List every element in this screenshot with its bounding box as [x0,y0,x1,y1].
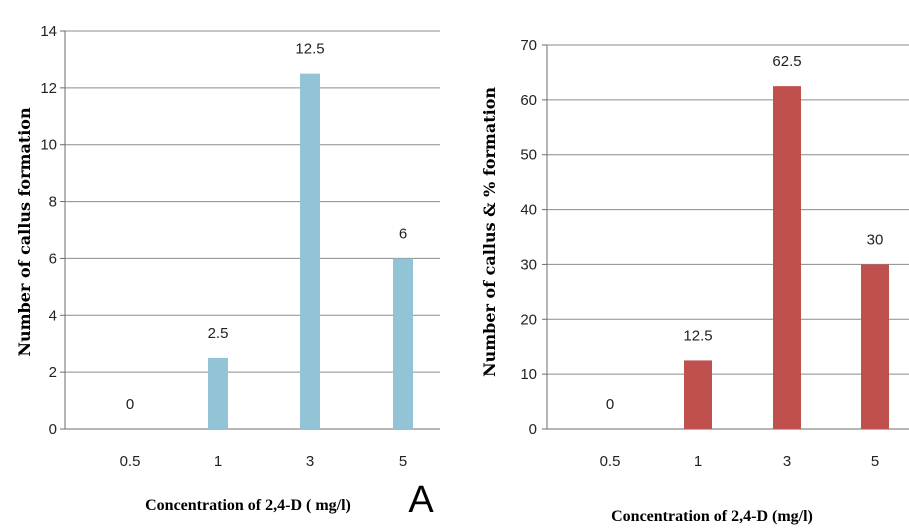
chart-b-data-label: 30 [867,231,884,248]
chart-a-panel-letter: A [408,479,434,521]
chart-b-data-label: 0 [606,396,614,413]
chart-b-y-tick-label: 40 [520,202,537,219]
chart-a-y-axis-label: Number of callus formation [15,107,34,357]
chart-a-data-label: 0 [126,396,134,413]
chart-a-bar [393,258,413,429]
chart-b-panel-letter: B [907,487,909,529]
chart-a-x-tick-label: 0.5 [120,453,141,470]
chart-b-x-tick-label: 0.5 [600,453,621,470]
chart-b-x-tick-label: 5 [871,453,879,470]
chart-a-y-tick-label: 0 [49,421,57,438]
chart-a-y-tick-label: 12 [40,80,57,97]
chart-b-x-axis-label: Concentration of 2,4-D (mg/l) [611,508,813,525]
chart-a-plot: 0 2 4 6 8 10 12 14 0 0.5 2.5 1 12.5 3 6 5 [40,23,440,470]
chart-a-bar [300,73,320,430]
chart-a-data-label: 12.5 [295,41,324,58]
chart-a-bar [208,357,228,429]
chart-a-data-label: 2.5 [208,325,229,342]
chart-b-y-tick-label: 70 [520,37,537,54]
chart-b-x-tick-label: 3 [783,453,791,470]
chart-a-x-tick-label: 3 [306,453,314,470]
chart-b-data-label: 62.5 [772,53,801,70]
chart-b-bar [773,86,801,430]
chart-a-y-tick-label: 2 [49,364,57,381]
chart-a-x-axis-label: Concentration of 2,4-D ( mg/l) [145,497,351,514]
chart-a-y-tick-label: 6 [49,250,57,267]
chart-b-data-label: 12.5 [683,327,712,344]
chart-b-bar [684,360,712,429]
chart-b-y-tick-label: 60 [520,92,537,109]
chart-b-y-tick-label: 50 [520,147,537,164]
chart-a-y-tick-label: 14 [40,23,57,40]
chart-b-y-tick-label: 20 [520,311,537,328]
chart-b-y-tick-label: 30 [520,256,537,273]
chart-a-y-tick-label: 8 [49,194,57,211]
chart-b-y-tick-label: 0 [529,421,537,438]
chart-b-bar [861,264,889,429]
chart-a-data-label: 6 [399,225,407,242]
chart-a-x-tick-label: 5 [399,453,407,470]
chart-a-x-tick-label: 1 [214,453,222,470]
chart-b-x-tick-label: 1 [694,453,702,470]
chart-b-y-axis-label: Number of callus & % formation [480,87,499,377]
chart-b-y-tick-label: 10 [520,366,537,383]
chart-a-y-tick-label: 10 [40,137,57,154]
chart-a-y-tick-label: 4 [49,307,57,324]
chart-b-plot: 0 10 20 30 40 50 60 70 0 0.5 12.5 1 62.5 3 30 5 [520,37,909,470]
